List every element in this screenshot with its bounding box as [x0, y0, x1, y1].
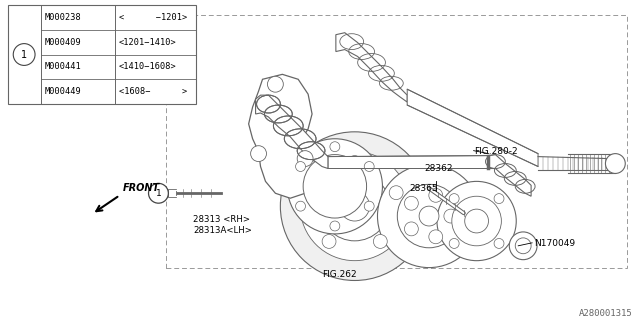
Text: M000409: M000409 — [44, 38, 81, 47]
Text: A280001315: A280001315 — [579, 309, 632, 318]
Circle shape — [509, 232, 537, 260]
Circle shape — [404, 196, 419, 210]
Circle shape — [494, 238, 504, 248]
Circle shape — [296, 201, 305, 211]
Circle shape — [340, 191, 369, 221]
Circle shape — [307, 186, 320, 200]
Text: <1201−1410>: <1201−1410> — [119, 38, 177, 47]
Polygon shape — [407, 89, 538, 166]
Text: FRONT: FRONT — [123, 183, 160, 193]
Circle shape — [330, 142, 340, 152]
Circle shape — [605, 154, 625, 173]
Circle shape — [251, 146, 266, 162]
Polygon shape — [488, 155, 531, 196]
Circle shape — [330, 221, 340, 231]
Polygon shape — [328, 156, 488, 169]
Bar — [166, 15, 627, 268]
Circle shape — [287, 139, 383, 234]
Circle shape — [397, 184, 461, 248]
Polygon shape — [336, 33, 407, 102]
Text: FIG.262: FIG.262 — [323, 269, 357, 279]
Circle shape — [444, 209, 458, 223]
Circle shape — [465, 209, 488, 233]
Bar — [8, 5, 196, 104]
Text: 1: 1 — [21, 50, 28, 60]
Circle shape — [515, 238, 531, 254]
Circle shape — [404, 222, 419, 236]
Circle shape — [364, 201, 374, 211]
Polygon shape — [248, 74, 318, 198]
Circle shape — [419, 206, 439, 226]
Circle shape — [300, 152, 409, 261]
Text: 1: 1 — [156, 189, 161, 198]
Text: M000449: M000449 — [44, 87, 81, 96]
Text: N170049: N170049 — [534, 239, 575, 248]
Circle shape — [449, 238, 459, 248]
Text: 28313A<LH>: 28313A<LH> — [193, 226, 252, 235]
Circle shape — [348, 156, 362, 170]
Circle shape — [452, 196, 501, 246]
Bar — [168, 189, 176, 197]
Circle shape — [373, 235, 387, 248]
Circle shape — [429, 230, 443, 244]
Circle shape — [364, 162, 374, 172]
Circle shape — [280, 132, 429, 281]
Circle shape — [297, 151, 313, 166]
Circle shape — [320, 172, 389, 241]
Circle shape — [449, 194, 459, 204]
Circle shape — [13, 44, 35, 65]
Circle shape — [296, 162, 305, 172]
Circle shape — [322, 235, 336, 248]
Text: M000238: M000238 — [44, 13, 81, 22]
Text: <      −1201>: < −1201> — [119, 13, 187, 22]
Circle shape — [148, 183, 168, 203]
Text: 28313 <RH>: 28313 <RH> — [193, 215, 250, 224]
Circle shape — [437, 181, 516, 261]
Circle shape — [389, 186, 403, 200]
Circle shape — [303, 155, 367, 218]
Circle shape — [494, 194, 504, 204]
Circle shape — [429, 188, 443, 202]
Text: 28362: 28362 — [424, 164, 452, 173]
Text: 28365: 28365 — [409, 184, 438, 193]
Polygon shape — [255, 95, 328, 169]
Circle shape — [268, 76, 284, 92]
Text: M000441: M000441 — [44, 62, 81, 71]
Circle shape — [378, 164, 481, 268]
Text: <1608−      >: <1608− > — [119, 87, 187, 96]
Text: <1410−1608>: <1410−1608> — [119, 62, 177, 71]
Text: FIG.280-2: FIG.280-2 — [475, 147, 518, 156]
